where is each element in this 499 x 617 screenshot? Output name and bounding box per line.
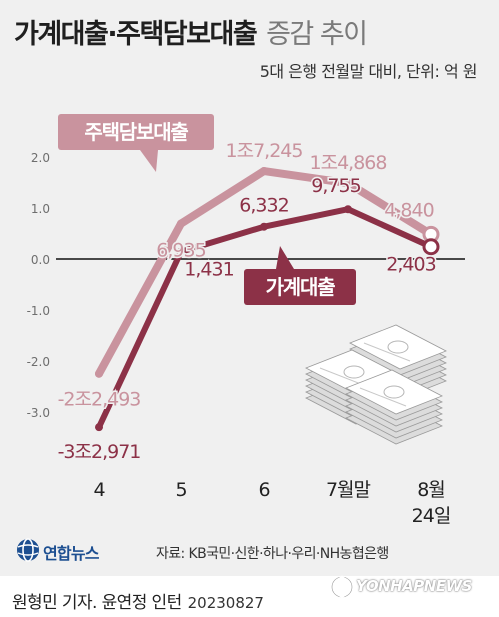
byline: 원형민 기자. 윤연정 인턴 20230827 xyxy=(12,588,264,613)
unit-note: 5대 은행 전월말 대비, 단위: 억 원 xyxy=(259,62,478,81)
y-tick-label: -2.0 xyxy=(27,355,50,369)
x-tick-label: 6 xyxy=(258,479,269,501)
data-label: 1,431 xyxy=(184,259,233,281)
data-point xyxy=(95,423,103,432)
data-label: 2,403 xyxy=(386,254,435,276)
data-label: 1조4,868 xyxy=(310,152,387,174)
data-label: -3조2,971 xyxy=(58,441,141,463)
reporter-name: 원형민 기자. 윤연정 인턴 xyxy=(12,593,182,613)
data-label: 6,935 xyxy=(156,240,205,262)
logo-text: 연합뉴스 xyxy=(43,544,99,563)
watermark: YONHAPNEWS xyxy=(330,570,494,604)
x-tick-label: 24일 xyxy=(412,505,451,527)
data-label: 4,840 xyxy=(384,199,433,221)
data-point xyxy=(422,238,440,256)
watermark-globe-icon xyxy=(330,575,354,599)
money-stack-icon xyxy=(305,324,447,445)
page-title: 가계대출·주택담보대출 증감 추이 xyxy=(14,12,368,51)
legend-label: 주택담보대출 xyxy=(84,120,188,144)
y-tick-label: -3.0 xyxy=(27,406,50,420)
x-tick-label: 4 xyxy=(93,479,105,501)
y-tick-label: 2.0 xyxy=(31,151,50,165)
x-tick-label: 8월 xyxy=(417,479,445,501)
data-point xyxy=(344,205,352,214)
title-sub: 증감 추이 xyxy=(266,19,368,50)
data-point xyxy=(260,167,268,176)
y-tick-label: 0.0 xyxy=(31,253,50,267)
yonhap-globe-icon xyxy=(17,538,39,562)
data-point xyxy=(177,219,185,228)
publish-date: 20230827 xyxy=(187,594,264,612)
x-tick-label: 5 xyxy=(175,479,186,501)
data-label: 9,755 xyxy=(311,175,360,197)
legend-label: 가계대출 xyxy=(266,275,336,299)
y-tick-label: -1.0 xyxy=(27,304,50,318)
y-tick-label: 1.0 xyxy=(31,202,50,216)
source-note: 자료: KB국민·신한·하나·우리·NH농협은행 xyxy=(156,546,389,562)
data-label: -2조2,493 xyxy=(58,389,141,411)
x-tick-label: 7월말 xyxy=(326,479,371,501)
data-point xyxy=(260,222,268,231)
watermark-text: YONHAPNEWS xyxy=(356,577,472,595)
data-point xyxy=(177,247,185,256)
chart: 2.0 1.0 0.0 -1.0 -2.0 -3.0 4 5 6 7월말 8월 24일 -2조2,49… xyxy=(27,114,465,527)
legend-callout: 주택담보대출 xyxy=(58,114,214,172)
data-label: 6,332 xyxy=(239,195,288,217)
byline-bar xyxy=(0,576,499,617)
data-point xyxy=(95,369,103,378)
data-label: 1조7,245 xyxy=(226,140,303,162)
yonhap-logo: 연합뉴스 xyxy=(16,538,148,564)
title-main: 가계대출·주택담보대출 xyxy=(14,19,258,50)
data-point xyxy=(344,179,352,188)
legend-callout: 가계대출 xyxy=(244,246,356,305)
